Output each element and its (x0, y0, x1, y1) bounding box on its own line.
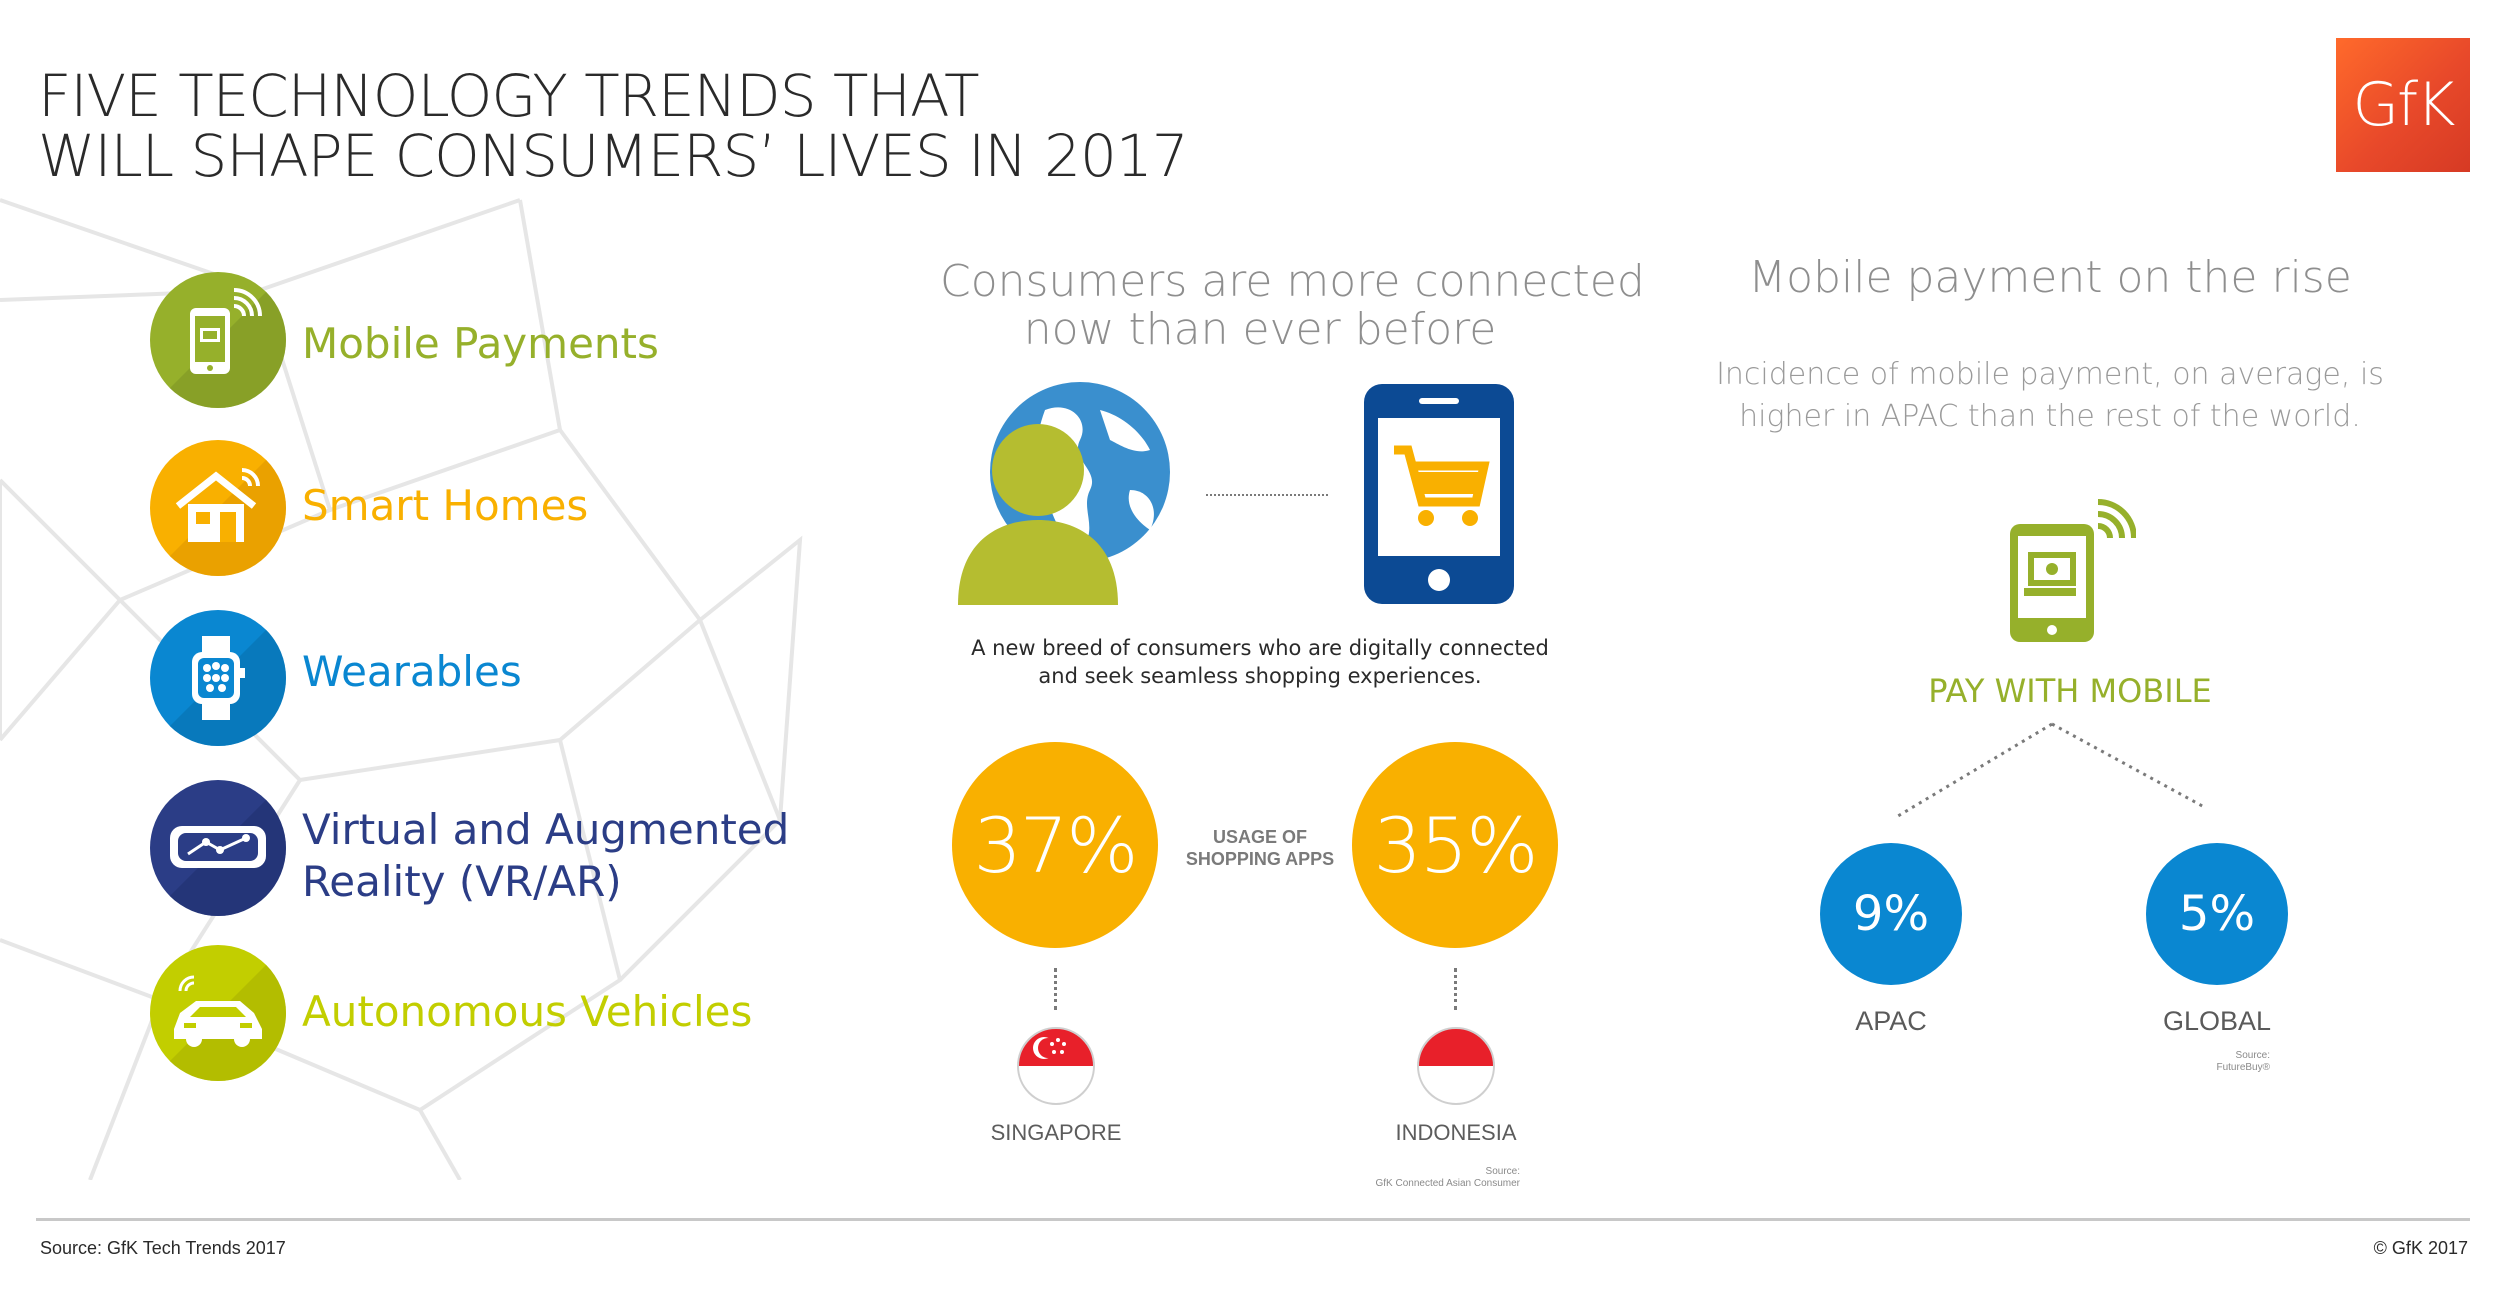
pay-with-mobile-label: PAY WITH MOBILE (1928, 672, 2212, 710)
trend-vr-ar-line-2: Reality (VR/AR) (302, 857, 622, 906)
indonesia-dotted-line (1454, 968, 1457, 1010)
mobile-payment-subtitle-line-1: Incidence of mobile payment, on average,… (1716, 357, 2384, 392)
shopping-phone-icon (1364, 384, 1514, 604)
connected-description-line-1: A new breed of consumers who are digital… (971, 636, 1549, 660)
singapore-dotted-line (1054, 968, 1057, 1010)
trend-vr-ar: Virtual and Augmented Reality (VR/AR) (302, 804, 789, 908)
smart-home-icon (150, 440, 286, 576)
singapore-value-circle: 37% (952, 742, 1158, 948)
mobile-payment-subtitle: Incidence of mobile payment, on average,… (1700, 354, 2400, 438)
indonesia-value-circle: 35% (1352, 742, 1558, 948)
connected-consumer-icon (958, 382, 1170, 605)
indonesia-flag-icon (1417, 1027, 1495, 1105)
footer-divider (36, 1218, 2470, 1221)
usage-label: USAGE OF SHOPPING APPS (1170, 826, 1350, 870)
connection-dotted-line (1206, 494, 1328, 496)
vr-headset-icon (150, 780, 286, 916)
trend-vr-ar-line-1: Virtual and Augmented (302, 805, 790, 854)
connected-title: Consumers are more connected now than ev… (940, 256, 1645, 355)
title-line-1: FIVE TECHNOLOGY TRENDS THAT (38, 62, 980, 130)
mobile-payment-title: Mobile payment on the rise (1748, 252, 2352, 303)
car-icon (150, 945, 286, 1081)
connected-description-line-2: and seek seamless shopping experiences. (1038, 664, 1482, 688)
singapore-label: SINGAPORE (990, 1120, 1122, 1145)
title-line-2: WILL SHAPE CONSUMERS’ LIVES IN 2017 (38, 122, 1189, 190)
connected-description: A new breed of consumers who are digital… (940, 634, 1580, 690)
singapore-flag-icon (1017, 1027, 1095, 1105)
usage-label-line-1: USAGE OF (1212, 827, 1307, 847)
trend-smart-homes: Smart Homes (302, 481, 589, 530)
trend-autonomous-vehicles: Autonomous Vehicles (302, 987, 753, 1036)
usage-label-line-2: SHOPPING APPS (1185, 849, 1335, 869)
pay-branch-dotted-lines (1897, 722, 2207, 818)
mobile-payment-source-line-1: Source: (2235, 1050, 2270, 1061)
mobile-payment-subtitle-line-2: higher in APAC than the rest of the worl… (1739, 399, 2361, 434)
global-value-circle: 5% (2146, 843, 2288, 985)
global-label: GLOBAL (2162, 1006, 2272, 1036)
mobile-payment-icon (150, 272, 286, 408)
trend-mobile-payments: Mobile Payments (302, 319, 659, 368)
apac-label: APAC (1855, 1006, 1927, 1036)
connected-title-line-2: now than ever before (1023, 304, 1497, 355)
pay-with-mobile-phone-icon (2010, 499, 2136, 642)
connected-source-line-1: Source: (1485, 1166, 1520, 1177)
connected-title-line-1: Consumers are more connected (940, 256, 1645, 307)
apac-value-circle: 9% (1820, 843, 1962, 985)
connected-source-line-2: GfK Connected Asian Consumer (1375, 1178, 1520, 1189)
trend-wearables: Wearables (302, 647, 522, 696)
footer-copyright: © GfK 2017 (2373, 1238, 2468, 1258)
indonesia-label: INDONESIA (1395, 1120, 1517, 1145)
mobile-payment-source-line-2: FutureBuy® (2216, 1062, 2270, 1073)
connected-source: Source: GfK Connected Asian Consumer (1320, 1166, 1520, 1190)
smartwatch-icon (150, 610, 286, 746)
page-title: FIVE TECHNOLOGY TRENDS THAT WILL SHAPE C… (38, 62, 1189, 190)
footer-source: Source: GfK Tech Trends 2017 (40, 1238, 286, 1258)
gfk-logo: GfK (2336, 38, 2470, 172)
mobile-payment-source: Source: FutureBuy® (2070, 1050, 2270, 1074)
